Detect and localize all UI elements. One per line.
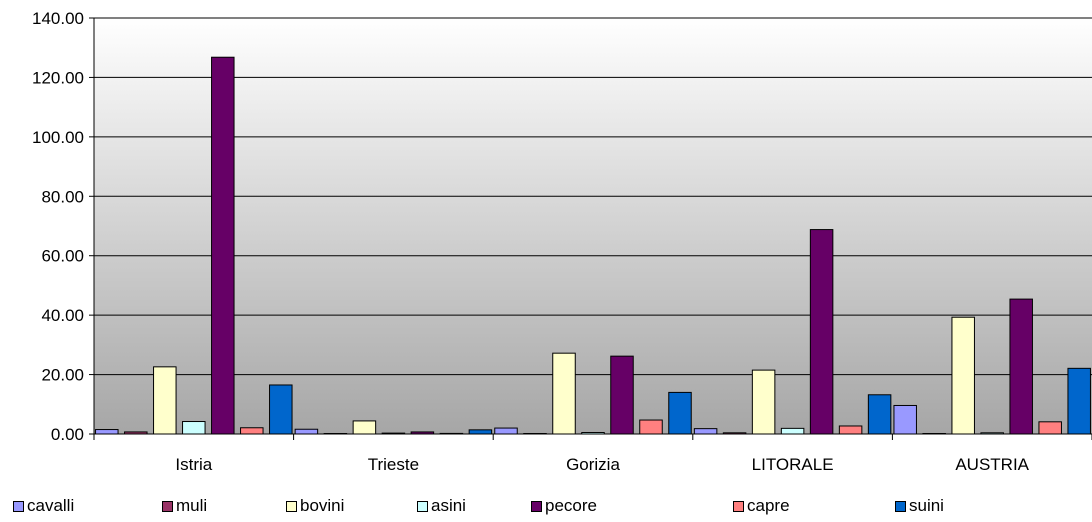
y-axis-ticks: 0.00 20.00 40.00 60.00 80.00 100.00 120.00 140.… bbox=[32, 9, 94, 444]
bar-capre-litorale bbox=[838, 425, 863, 435]
axes bbox=[93, 18, 1092, 435]
legend-label: asini bbox=[431, 496, 466, 515]
legend-swatch bbox=[895, 500, 906, 512]
bar-cavalli-austria bbox=[893, 404, 917, 435]
legend-item-muli: muli bbox=[162, 496, 207, 516]
x-tick-label: Trieste bbox=[368, 455, 419, 474]
bar-cavalli-gorizia bbox=[494, 427, 518, 435]
bar-pecore-istria bbox=[211, 56, 235, 435]
legend: cavalli muli bovini asini pecore capre suini bbox=[0, 496, 1092, 522]
bar-cavalli-istria bbox=[95, 429, 119, 435]
legend-item-bovini: bovini bbox=[286, 496, 344, 516]
bars bbox=[95, 56, 1091, 435]
gridlines bbox=[94, 17, 1092, 435]
legend-swatch bbox=[733, 500, 744, 512]
plot-area bbox=[94, 18, 1092, 434]
bar-suini-gorizia bbox=[668, 391, 692, 435]
bar-suini-litorale bbox=[867, 394, 892, 435]
x-tick-label: Istria bbox=[175, 455, 212, 474]
legend-item-suini: suini bbox=[895, 496, 944, 516]
y-tick-label: 0.00 bbox=[51, 425, 84, 444]
y-tick-label: 100.00 bbox=[32, 128, 84, 147]
bar-suini-istria bbox=[269, 384, 293, 435]
y-tick-label: 60.00 bbox=[41, 247, 84, 266]
x-tick-label: LITORALE bbox=[752, 455, 834, 474]
legend-label: capre bbox=[747, 496, 790, 515]
bar-capre-austria bbox=[1038, 421, 1062, 435]
legend-swatch bbox=[286, 500, 297, 512]
legend-label: suini bbox=[909, 496, 944, 515]
bar-bovini-litorale bbox=[751, 369, 776, 435]
bar-suini-austria bbox=[1067, 367, 1091, 435]
legend-item-asini: asini bbox=[417, 496, 466, 516]
legend-item-cavalli: cavalli bbox=[13, 496, 74, 516]
x-tick-label: Gorizia bbox=[566, 455, 620, 474]
bar-bovini-istria bbox=[153, 366, 177, 435]
legend-swatch bbox=[162, 500, 173, 512]
legend-label: cavalli bbox=[27, 496, 75, 515]
legend-item-pecore: pecore bbox=[531, 496, 597, 516]
y-tick-label: 20.00 bbox=[41, 366, 84, 385]
legend-label: muli bbox=[176, 496, 208, 515]
bar-suini-trieste bbox=[468, 429, 493, 435]
bar-cavalli-trieste bbox=[294, 428, 319, 435]
y-tick-label: 80.00 bbox=[41, 187, 84, 206]
bar-bovini-gorizia bbox=[552, 352, 576, 435]
y-tick-label: 40.00 bbox=[41, 306, 84, 325]
bar-chart: 0.00 20.00 40.00 60.00 80.00 100.00 120.00 140.… bbox=[32, 9, 1092, 474]
bar-pecore-austria bbox=[1009, 298, 1033, 435]
legend-label: bovini bbox=[300, 496, 345, 515]
x-axis-ticks: Istria Trieste Gorizia LITORALE AUSTRIA bbox=[93, 434, 1092, 474]
bar-asini-istria bbox=[182, 421, 206, 435]
y-tick-label: 140.00 bbox=[32, 9, 84, 28]
y-tick-label: 120.00 bbox=[32, 68, 84, 87]
bar-asini-litorale bbox=[780, 427, 805, 435]
bar-capre-gorizia bbox=[639, 419, 663, 435]
bar-capre-istria bbox=[240, 427, 264, 435]
x-tick-label: AUSTRIA bbox=[955, 455, 1029, 474]
legend-swatch bbox=[13, 500, 24, 512]
bar-bovini-austria bbox=[951, 316, 975, 435]
bar-pecore-litorale bbox=[809, 229, 834, 435]
bar-cavalli-litorale bbox=[693, 428, 718, 435]
legend-swatch bbox=[531, 500, 542, 512]
bar-bovini-trieste bbox=[352, 420, 377, 435]
bar-pecore-gorizia bbox=[610, 355, 634, 435]
legend-label: pecore bbox=[545, 496, 597, 515]
legend-item-capre: capre bbox=[733, 496, 790, 516]
legend-swatch bbox=[417, 500, 428, 512]
